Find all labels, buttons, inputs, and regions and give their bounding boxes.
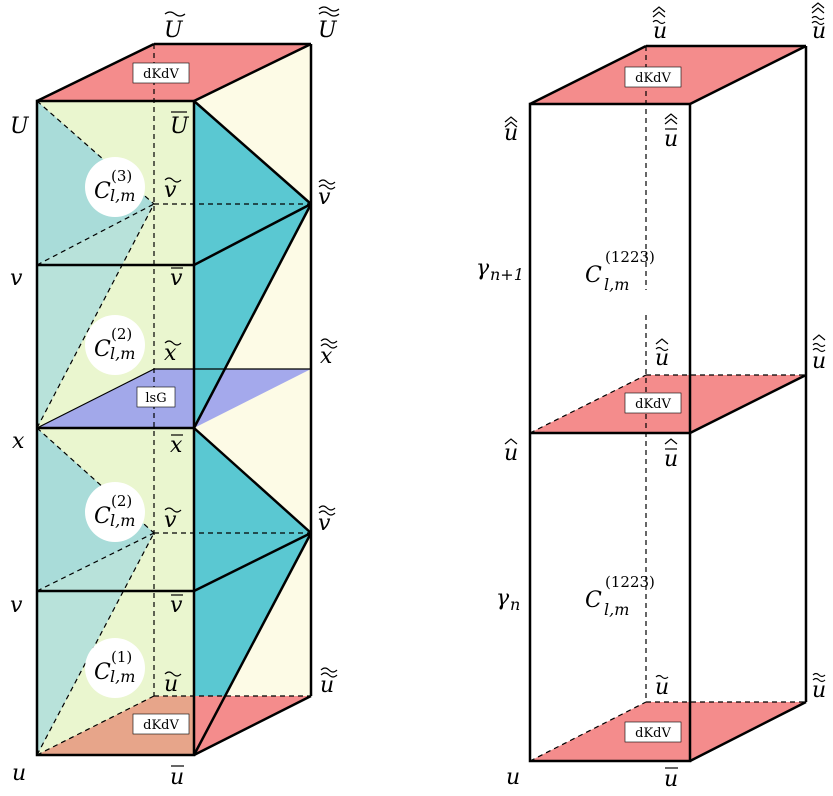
vertex-v-low-tt: v [318, 511, 331, 536]
vertex-x-tt: x [320, 344, 333, 369]
left-teal-top [194, 101, 311, 265]
svg-text:C: C [585, 588, 602, 613]
svg-text:(2): (2) [111, 325, 132, 343]
vertex-u: u [12, 761, 26, 786]
vertex-U-tt: U [318, 18, 338, 43]
right-cube-label-lower: C (1223) l,m [585, 573, 655, 619]
svg-text:C: C [94, 179, 111, 204]
svg-text:l,m: l,m [110, 667, 135, 686]
vertex-U-tilde: U [164, 18, 184, 43]
vertex-v-low-tilde: v [164, 508, 177, 533]
vertex-right-u: u [506, 765, 520, 790]
vertex-v-mid-bar: v [170, 266, 183, 291]
vertex-u-hat-tilde: u [655, 346, 669, 371]
vertex-x-tilde: x [164, 341, 177, 366]
left-cube-label-2a: C (2) l,m [85, 315, 145, 375]
vertex-u-hh-bar: u [664, 127, 678, 152]
svg-text:(3): (3) [111, 167, 132, 185]
svg-text:C: C [94, 337, 111, 362]
vertex-u-hat-bar: u [664, 447, 678, 472]
vertex-u-hh-tt: u [812, 19, 826, 44]
svg-text:n: n [510, 595, 520, 614]
svg-text:l,m: l,m [604, 600, 629, 619]
left-prism: dKdV lsG dKdV C (3) l,m C (2) l,m C (2) … [10, 6, 340, 790]
right-prism: dKdV dKdV dKdV C (1223) l,m C (1223) l,m… [476, 2, 826, 792]
vertex-right-u-tt: u [812, 678, 826, 703]
vertex-u-tt: u [320, 673, 334, 698]
vertex-U-bar: U [170, 114, 190, 139]
vertex-right-u-bar: u [664, 767, 678, 792]
right-bottom-face-label: dKdV [635, 726, 671, 741]
vertex-u-hh-tilde: u [653, 19, 667, 44]
vertex-v-mid: v [10, 266, 23, 291]
svg-text:(1223): (1223) [605, 573, 655, 591]
vertex-u-bar: u [170, 765, 184, 790]
left-front-shade-1 [37, 533, 154, 755]
vertex-U: U [10, 114, 30, 139]
left-top-face-label: dKdV [143, 67, 179, 82]
vertex-x: x [12, 429, 25, 454]
left-cube-label-2b: C (2) l,m [85, 482, 145, 542]
svg-text:(1223): (1223) [605, 248, 655, 266]
vertex-x-bar: x [170, 433, 183, 458]
vertex-v-top-tilde: v [164, 178, 177, 203]
svg-text:γ: γ [476, 256, 490, 281]
svg-text:C: C [94, 660, 111, 685]
left-teal-low [194, 428, 311, 591]
svg-text:C: C [585, 263, 602, 288]
vertex-v-top-tt: v [318, 185, 331, 210]
right-top-face-label: dKdV [635, 71, 671, 86]
right-mid-face-label: dKdV [635, 397, 671, 412]
vertex-u-hat: u [504, 441, 518, 466]
vertex-u-tilde: u [164, 672, 178, 697]
left-lsG-label: lsG [145, 391, 166, 406]
vertex-right-u-tilde: u [655, 675, 669, 700]
vertex-u-hh: u [504, 121, 518, 146]
svg-text:γ: γ [496, 586, 510, 611]
left-cube-label-1: C (1) l,m [85, 638, 145, 698]
svg-text:C: C [94, 504, 111, 529]
svg-text:l,m: l,m [110, 344, 135, 363]
vertex-u-hat-tt: u [812, 349, 826, 374]
svg-text:l,m: l,m [604, 275, 629, 294]
svg-text:l,m: l,m [110, 511, 135, 530]
left-cube-label-3: C (3) l,m [85, 157, 145, 217]
left-bottom-face-label: dKdV [143, 718, 179, 733]
gamma-upper-label: γ n+1 [476, 256, 524, 284]
right-cube-label-upper: C (1223) l,m [585, 248, 655, 294]
vertex-v-low-bar: v [170, 593, 183, 618]
svg-text:n+1: n+1 [490, 265, 524, 284]
svg-text:l,m: l,m [110, 186, 135, 205]
svg-text:(2): (2) [111, 492, 132, 510]
gamma-lower-label: γ n [496, 586, 520, 614]
vertex-v-low: v [10, 593, 23, 618]
svg-text:(1): (1) [111, 648, 132, 666]
